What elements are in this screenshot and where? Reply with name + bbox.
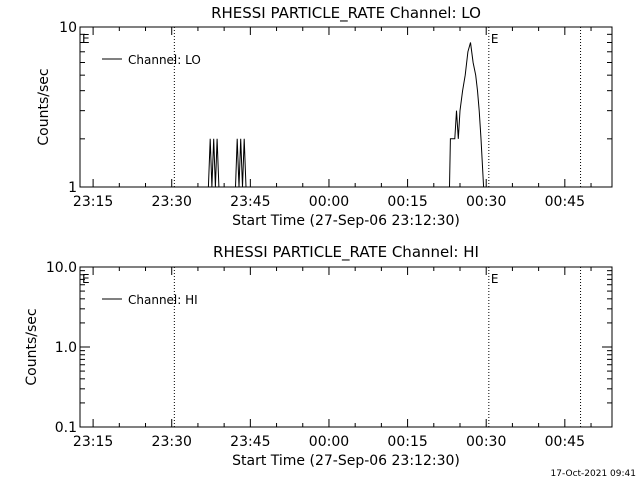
y-tick-label: 10 bbox=[59, 20, 77, 36]
legend-label: Channel: HI bbox=[128, 293, 198, 307]
chart-title: RHESSI PARTICLE_RATE Channel: LO bbox=[211, 4, 481, 23]
timestamp-label: 17-Oct-2021 09:41 bbox=[551, 469, 636, 479]
y-axis-label: Counts/sec bbox=[24, 308, 40, 385]
x-tick-label: 23:30 bbox=[152, 194, 192, 210]
x-tick-label: 00:00 bbox=[309, 194, 349, 210]
x-tick-label: 00:15 bbox=[387, 434, 427, 450]
series-line bbox=[80, 42, 612, 188]
x-tick-label: 00:15 bbox=[387, 194, 427, 210]
event-marker-label: E bbox=[82, 272, 90, 286]
event-marker-label: E bbox=[491, 272, 499, 286]
x-tick-label: 00:30 bbox=[466, 434, 506, 450]
x-tick-label: 00:30 bbox=[466, 194, 506, 210]
y-axis-label: Counts/sec bbox=[36, 68, 52, 145]
plot-frame bbox=[79, 266, 613, 428]
x-tick-label: 23:15 bbox=[73, 194, 113, 210]
event-marker-label: E bbox=[82, 32, 90, 46]
chart-title: RHESSI PARTICLE_RATE Channel: HI bbox=[213, 243, 479, 262]
legend-label: Channel: LO bbox=[128, 53, 201, 67]
y-tick-label: 1 bbox=[68, 180, 77, 196]
plot-frame bbox=[79, 26, 613, 188]
x-tick-label: 23:45 bbox=[230, 434, 270, 450]
y-tick-label: 10.0 bbox=[46, 260, 77, 276]
x-axis-label: Start Time (27-Sep-06 23:12:30) bbox=[232, 453, 460, 469]
x-tick-label: 00:45 bbox=[545, 194, 585, 210]
x-axis-label: Start Time (27-Sep-06 23:12:30) bbox=[232, 213, 460, 229]
event-marker-label: E bbox=[491, 32, 499, 46]
x-tick-label: 23:15 bbox=[73, 434, 113, 450]
x-tick-label: 23:45 bbox=[230, 194, 270, 210]
y-tick-label: 0.1 bbox=[55, 420, 77, 436]
x-tick-label: 00:45 bbox=[545, 434, 585, 450]
x-tick-label: 23:30 bbox=[152, 434, 192, 450]
y-tick-label: 1.0 bbox=[55, 340, 77, 356]
x-tick-label: 00:00 bbox=[309, 434, 349, 450]
